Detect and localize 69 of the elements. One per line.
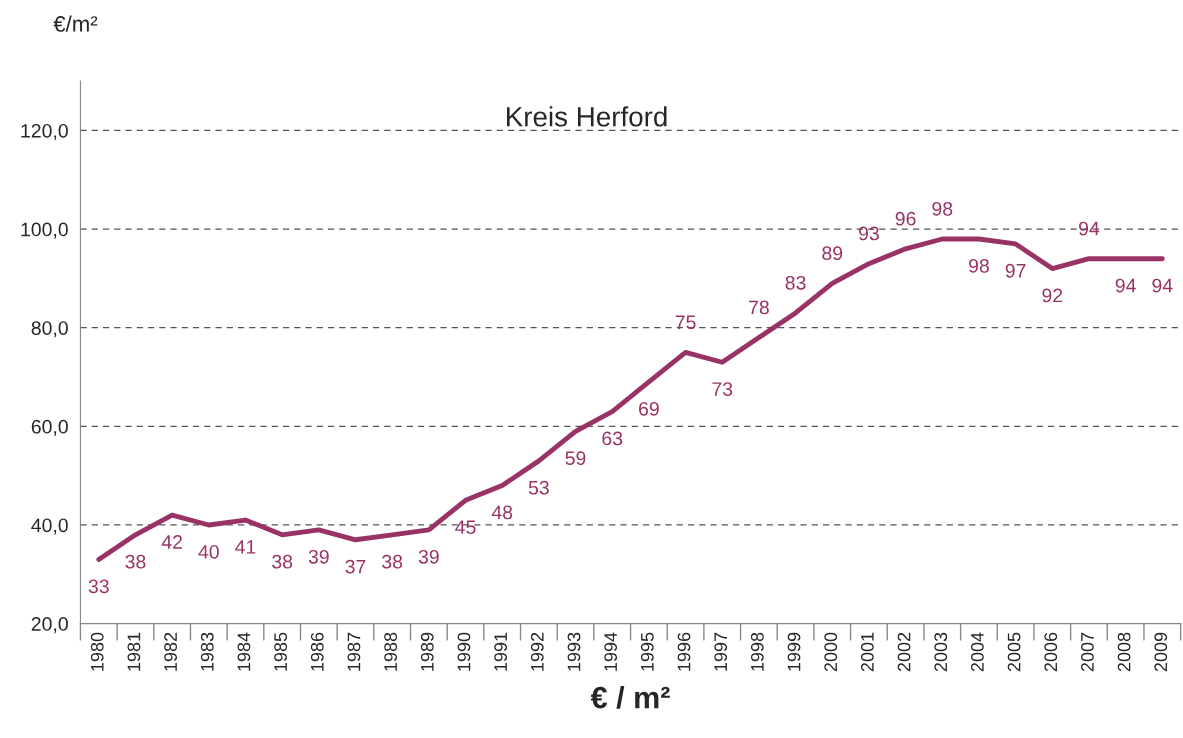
data-label: 94 [1152, 278, 1173, 293]
x-tick-label: 1985 [274, 632, 287, 671]
data-label: 63 [602, 431, 623, 446]
data-label: 42 [161, 535, 182, 549]
x-tick-label: 1992 [530, 632, 544, 671]
data-label: 45 [455, 520, 476, 535]
x-tick-label: 2004 [970, 632, 984, 672]
x-tick-label: 1986 [310, 632, 324, 671]
data-label: 93 [859, 226, 879, 241]
y-tick-label: 100,0 [21, 222, 68, 239]
x-tick-label: 2009 [1154, 632, 1168, 672]
x-tick-label: 1995 [640, 632, 654, 671]
data-label: 48 [491, 505, 513, 520]
data-label: 53 [528, 480, 549, 495]
y-axis-title: €/m² [53, 15, 98, 32]
x-tick-label: 1984 [237, 632, 251, 671]
data-label: 38 [125, 554, 146, 569]
text: Kreis Herford [507, 106, 667, 127]
x-tick-label: 1999 [787, 632, 801, 671]
data-label: 94 [1115, 278, 1136, 293]
x-tick-label: 1987 [347, 632, 361, 671]
data-label: 59 [565, 451, 586, 466]
data-label: 89 [822, 246, 843, 261]
data-label: 38 [272, 554, 293, 569]
x-tick-label: 1981 [127, 632, 141, 671]
x-tick-label: 1998 [750, 632, 764, 671]
x-tick-label: 2001 [860, 632, 874, 672]
x-tick-label: 2003 [934, 632, 948, 672]
x-tick-label: 2000 [824, 632, 838, 672]
y-tick-label: 120,0 [21, 123, 68, 141]
data-label: 39 [418, 549, 439, 564]
data-label: 41 [235, 540, 256, 554]
x-tick-label: 1996 [677, 632, 691, 671]
x-tick-label: 2002 [897, 632, 911, 672]
data-label: 38 [382, 554, 403, 569]
x-tick-label: 1989 [420, 632, 434, 671]
data-label: 78 [749, 300, 769, 315]
data-label: 96 [895, 211, 916, 226]
data-label: 94 [1079, 221, 1100, 236]
x-tick-label: 2005 [1007, 632, 1021, 672]
data-label: 83 [785, 275, 806, 290]
y-tick-label: 60,0 [31, 419, 68, 436]
data-label: 97 [1005, 263, 1026, 278]
x-tick-label: 1990 [457, 632, 471, 671]
data-label: 98 [932, 201, 953, 216]
x-tick-label: 1994 [604, 632, 618, 671]
x-tick-label: 1988 [384, 632, 398, 671]
x-tick-label: 1983 [200, 632, 214, 671]
data-label: 33 [88, 579, 109, 594]
data-label: 69 [639, 401, 659, 416]
data-label: 73 [712, 382, 733, 396]
data-label: 75 [675, 315, 696, 330]
data-label: 92 [1042, 288, 1063, 303]
data-label: 37 [345, 559, 366, 574]
data-label: 98 [969, 258, 989, 273]
data-label: 39 [308, 549, 329, 564]
x-tick-label: 2008 [1117, 632, 1131, 672]
x-axis-title: € / m² [590, 685, 670, 709]
x-tick-label: 2006 [1044, 632, 1058, 672]
y-tick-label: 20,0 [31, 617, 68, 634]
x-tick-label: 1991 [494, 632, 508, 671]
y-tick-label: 40,0 [31, 518, 68, 535]
x-tick-label: 1982 [164, 632, 177, 671]
x-tick-label: 1997 [714, 632, 728, 671]
x-tick-label: 2007 [1081, 632, 1094, 672]
data-label: 40 [198, 544, 219, 559]
x-tick-label: 1980 [90, 632, 104, 671]
y-tick-label: 80,0 [31, 321, 68, 338]
x-tick-label: 1993 [567, 632, 581, 671]
